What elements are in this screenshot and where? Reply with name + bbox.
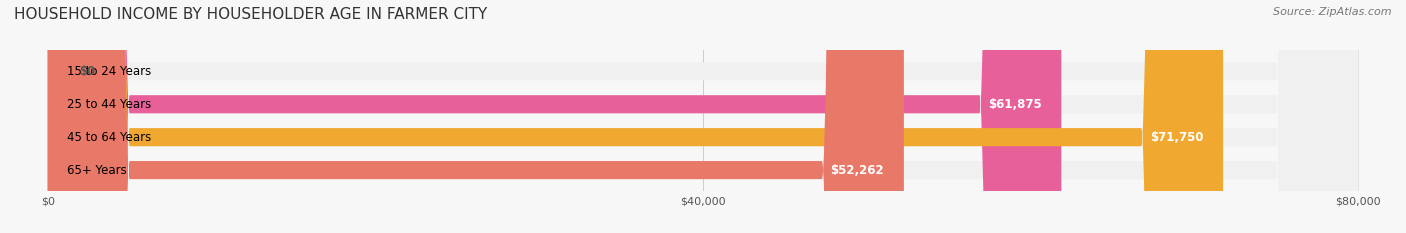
Text: 45 to 64 Years: 45 to 64 Years (67, 131, 152, 144)
Text: $61,875: $61,875 (988, 98, 1042, 111)
FancyBboxPatch shape (48, 0, 1223, 233)
Text: $52,262: $52,262 (831, 164, 884, 177)
FancyBboxPatch shape (48, 0, 1358, 233)
Text: 25 to 44 Years: 25 to 44 Years (67, 98, 152, 111)
Text: $71,750: $71,750 (1150, 131, 1204, 144)
FancyBboxPatch shape (48, 0, 1358, 233)
FancyBboxPatch shape (48, 0, 1062, 233)
Text: HOUSEHOLD INCOME BY HOUSEHOLDER AGE IN FARMER CITY: HOUSEHOLD INCOME BY HOUSEHOLDER AGE IN F… (14, 7, 488, 22)
Text: Source: ZipAtlas.com: Source: ZipAtlas.com (1274, 7, 1392, 17)
FancyBboxPatch shape (48, 0, 1358, 233)
Text: 15 to 24 Years: 15 to 24 Years (67, 65, 152, 78)
FancyBboxPatch shape (48, 0, 904, 233)
FancyBboxPatch shape (48, 0, 1358, 233)
Text: $0: $0 (79, 65, 96, 78)
Text: 65+ Years: 65+ Years (67, 164, 127, 177)
